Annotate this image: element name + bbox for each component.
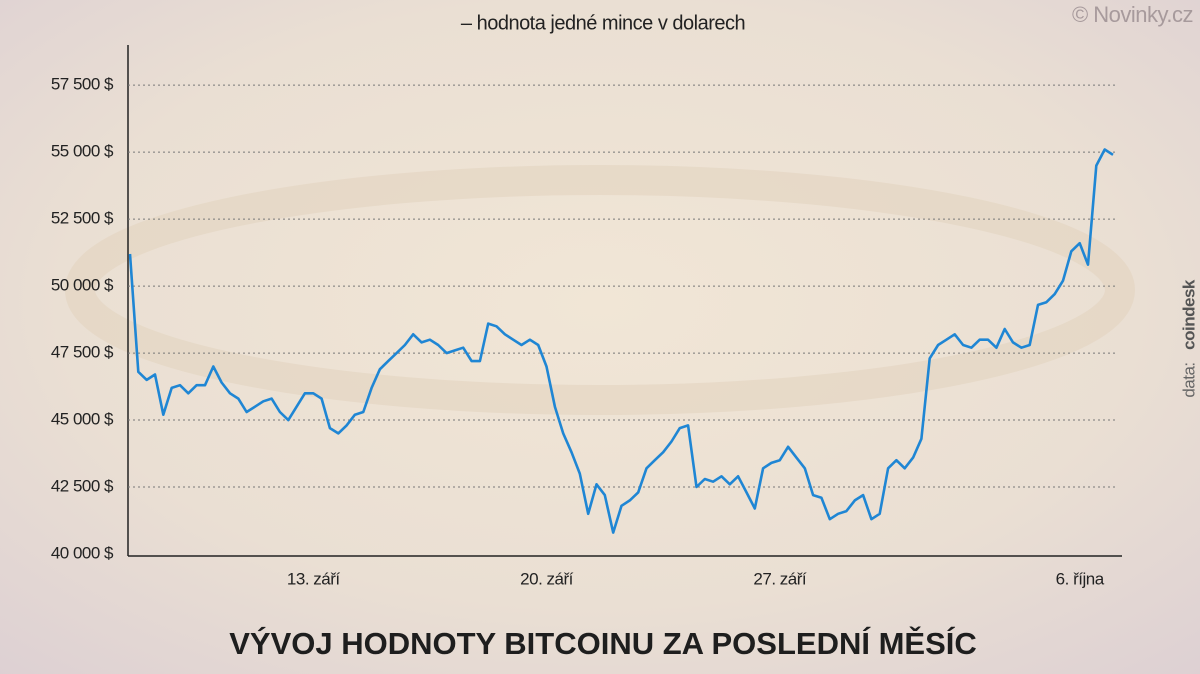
price-line: [128, 148, 1114, 534]
y-tick-label: 42 500 $: [51, 477, 114, 496]
subtitle: – hodnota jedné mince v dolarech: [461, 12, 745, 34]
x-tick-label: 20. září: [520, 569, 573, 588]
watermark: © Novinky.cz: [1072, 2, 1193, 27]
x-tick-label: 6. října: [1056, 569, 1105, 588]
source-label: data:: [1179, 362, 1198, 397]
y-tick-label: 50 000 $: [51, 276, 114, 295]
y-tick-label: 55 000 $: [51, 142, 114, 161]
x-tick-label: 13. září: [287, 569, 340, 588]
chart-title: VÝVOJ HODNOTY BITCOINU ZA POSLEDNÍ MĚSÍC: [229, 625, 977, 661]
x-tick-label: 27. září: [753, 569, 806, 588]
y-tick-label: 40 000 $: [51, 543, 114, 562]
y-tick-label: 57 500 $: [51, 75, 114, 94]
y-tick-label: 45 000 $: [51, 410, 114, 429]
coin-decoration: [65, 165, 1135, 415]
source-name: coindesk: [1179, 279, 1198, 350]
y-tick-label: 47 500 $: [51, 343, 114, 362]
y-tick-label: 52 500 $: [51, 209, 114, 228]
source: data: coindesk: [1179, 279, 1198, 398]
